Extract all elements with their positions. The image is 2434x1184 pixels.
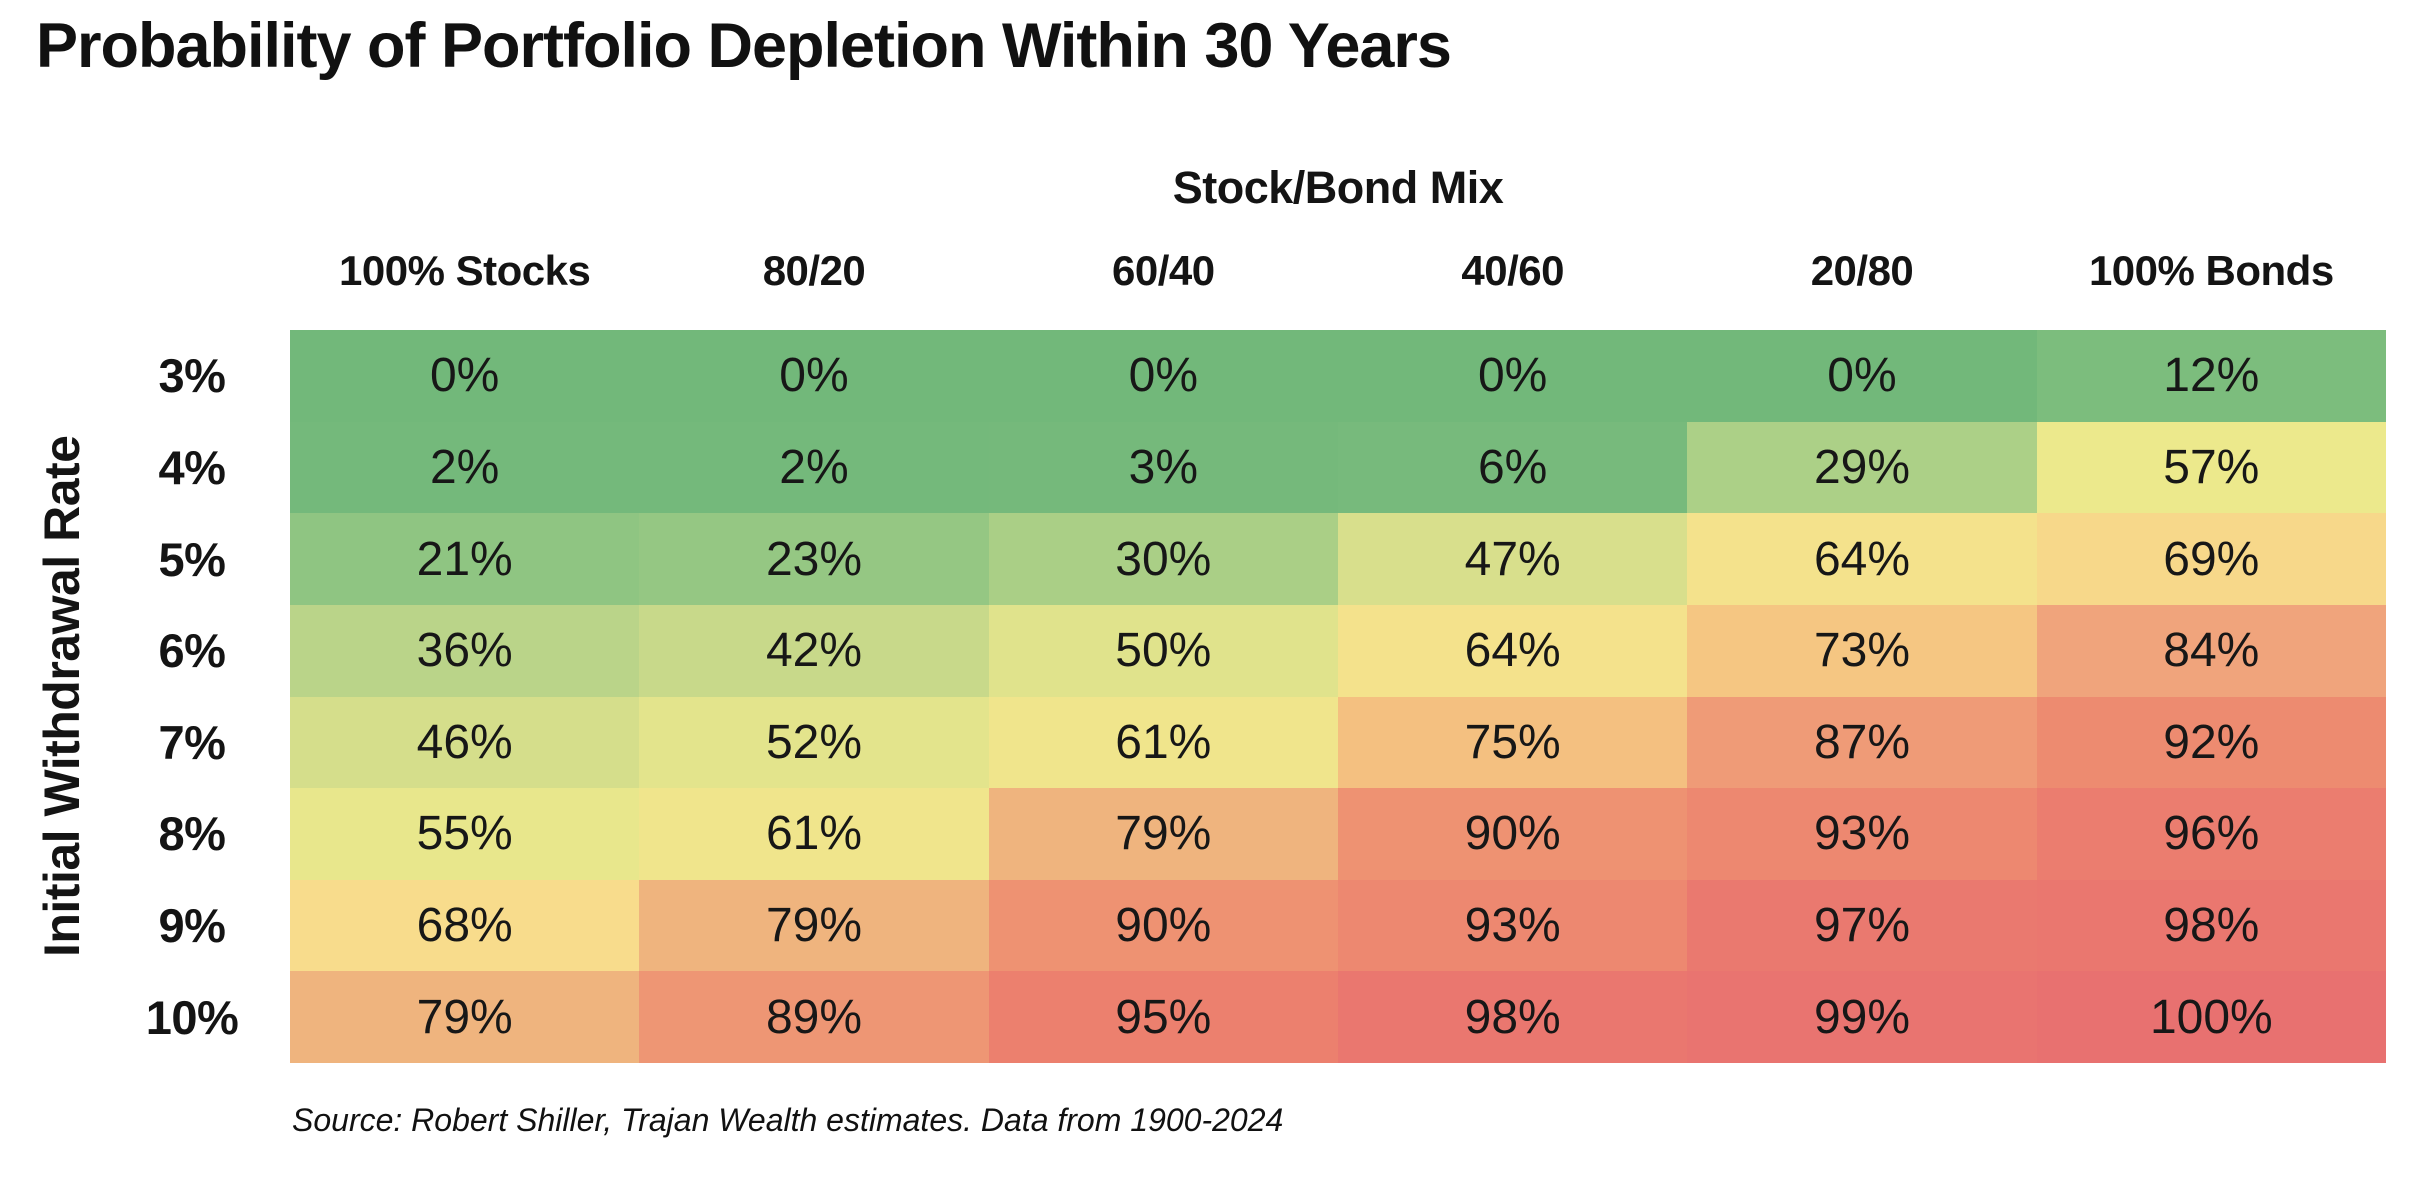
row-label: 3%: [158, 349, 226, 403]
heatmap-cell: 64%: [1338, 604, 1688, 697]
heatmap-cell: 36%: [290, 604, 640, 697]
row-label: 5%: [158, 532, 226, 586]
heatmap-cell: 99%: [1687, 971, 2037, 1063]
heatmap-cell: 64%: [1687, 513, 2037, 605]
heatmap-cell: 52%: [639, 696, 989, 789]
heatmap-cell: 55%: [290, 788, 640, 880]
heatmap-cell: 3%: [988, 421, 1338, 514]
heatmap-cell: 96%: [2036, 788, 2386, 880]
heatmap-cell: 0%: [1687, 330, 2037, 422]
column-header: 100% Stocks: [339, 247, 591, 294]
heatmap-cell: 92%: [2036, 696, 2386, 789]
source-note: Source: Robert Shiller, Trajan Wealth es…: [292, 1102, 1284, 1138]
heatmap-cell: 0%: [639, 330, 989, 422]
heatmap-cell: 50%: [988, 604, 1338, 697]
row-label: 7%: [158, 715, 226, 769]
row-group-label: Initial Withdrawal Rate: [34, 435, 90, 958]
heatmap-cell: 98%: [2036, 879, 2386, 972]
heatmap-cell: 79%: [290, 971, 640, 1063]
row-label: 6%: [158, 624, 226, 678]
heatmap-cell: 93%: [1338, 879, 1688, 972]
column-headers: 100% Stocks 80/20 60/40 40/60 20/80 100% Bond…: [290, 238, 2386, 304]
heatmap-cell: 69%: [2036, 513, 2386, 605]
row-label: 8%: [158, 807, 226, 861]
heatmap-cell: 47%: [1338, 513, 1688, 605]
heatmap-cell: 90%: [988, 879, 1338, 972]
heatmap-cell: 30%: [988, 513, 1338, 605]
page-title: Probability of Portfolio Depletion Withi…: [36, 11, 1452, 81]
heatmap-cell: 79%: [988, 788, 1338, 880]
column-header: 60/40: [1112, 247, 1215, 294]
heatmap-grid: 0% 0% 0% 0% 0% 12% 2% 2% 3% 6% 29% 57% 21% 23% 30% 47% 6…: [290, 330, 2386, 1063]
heatmap-cell: 61%: [639, 788, 989, 880]
heatmap-cell: 68%: [290, 879, 640, 972]
heatmap-cell: 0%: [1338, 330, 1688, 422]
row-label: 10%: [145, 990, 239, 1044]
heatmap-cell: 42%: [639, 604, 989, 697]
heatmap-cell: 90%: [1338, 788, 1688, 880]
heatmap-cell: 73%: [1687, 604, 2037, 697]
heatmap-cell: 29%: [1687, 421, 2037, 514]
heatmap-cell: 61%: [988, 696, 1338, 789]
row-labels: 3% 4% 5% 6% 7% 8% 9% 10%: [104, 330, 280, 1063]
heatmap-cell: 57%: [2036, 421, 2386, 514]
column-group-label: Stock/Bond Mix: [1172, 162, 1504, 213]
heatmap-cell: 23%: [639, 513, 989, 605]
row-label: 4%: [158, 440, 226, 494]
heatmap-cell: 87%: [1687, 696, 2037, 789]
heatmap-cell: 79%: [639, 879, 989, 972]
heatmap-cell: 93%: [1687, 788, 2037, 880]
heatmap-cell: 0%: [290, 330, 640, 422]
heatmap-cell: 89%: [639, 971, 989, 1063]
heatmap-cell: 97%: [1687, 879, 2037, 972]
column-header: 20/80: [1810, 247, 1914, 294]
column-header: 80/20: [762, 247, 866, 294]
heatmap-cell: 2%: [639, 421, 989, 514]
heatmap-cell: 100%: [2036, 971, 2386, 1063]
column-header: 100% Bonds: [2088, 247, 2334, 294]
row-label: 9%: [158, 899, 226, 953]
column-header: 40/60: [1461, 247, 1564, 294]
heatmap-cell: 21%: [290, 513, 640, 605]
heatmap-cell: 98%: [1338, 971, 1688, 1063]
heatmap-cell: 0%: [988, 330, 1338, 422]
heatmap-cell: 46%: [290, 696, 640, 789]
heatmap-cell: 84%: [2036, 604, 2386, 697]
heatmap-cell: 12%: [2036, 330, 2386, 422]
heatmap-cell: 75%: [1338, 696, 1688, 789]
heatmap-cell: 2%: [290, 421, 640, 514]
heatmap-cell: 6%: [1338, 421, 1688, 514]
heatmap-cell: 95%: [988, 971, 1338, 1063]
